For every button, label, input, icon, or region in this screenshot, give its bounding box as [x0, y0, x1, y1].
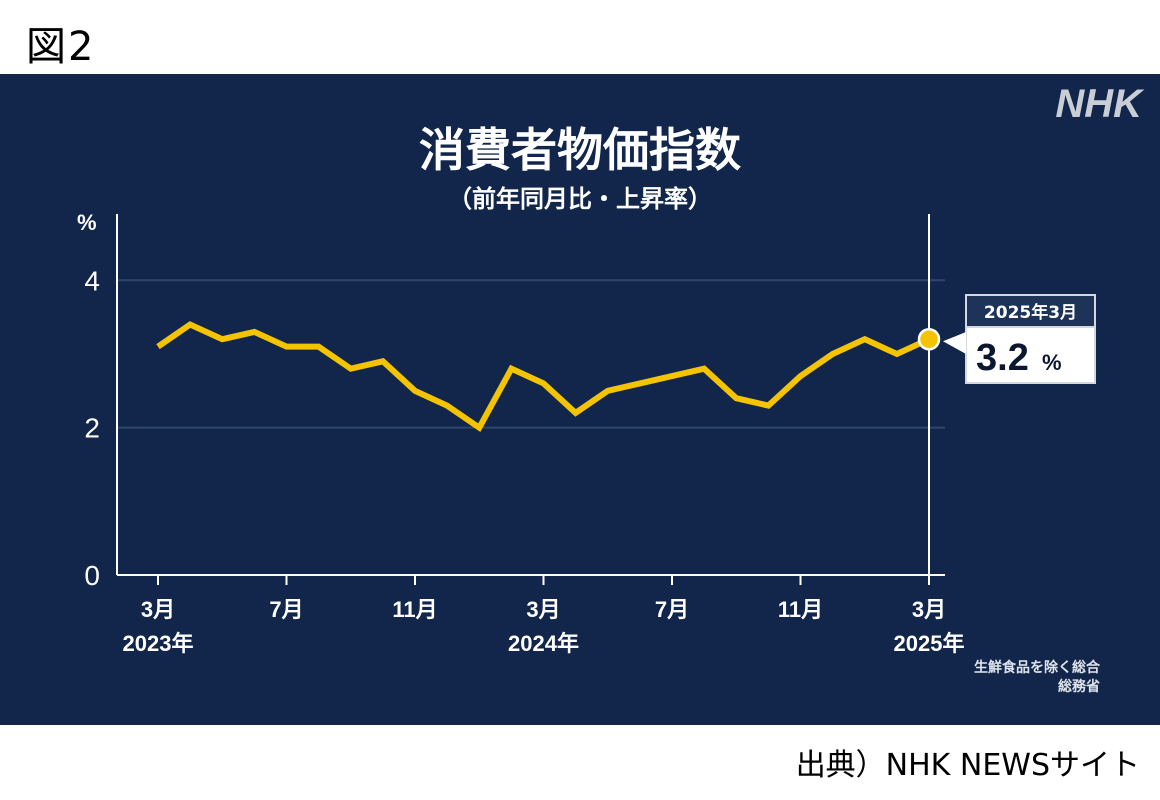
y-tick-label-2: 2 — [84, 413, 100, 444]
x-tick-month-label: 11月 — [392, 597, 437, 622]
cpi-line-chart: NHK 消費者物価指数 （前年同月比・上昇率） % 0 2 4 3月 2023年 7月 11… — [77, 82, 1145, 695]
nhk-logo: NHK — [1055, 82, 1145, 126]
figure-label: 図2 — [26, 24, 96, 70]
latest-point-marker — [917, 327, 941, 351]
x-tick-year-label: 2024年 — [508, 631, 579, 656]
callout-date-box — [965, 294, 1096, 328]
axis-layer: 0 2 4 3月 2023年 7月 11月 3月 2024年 7月 11月 3月 2025年 — [84, 214, 964, 656]
y-axis-unit: % — [77, 210, 97, 235]
y-tick-label-4: 4 — [84, 265, 100, 296]
callout-layer: 2025年3月 3.2% — [943, 294, 1096, 384]
x-tick-month-label: 3月 — [526, 597, 560, 622]
x-tick-year-label: 2023年 — [123, 631, 194, 656]
x-tick-month-label: 11月 — [778, 597, 823, 622]
x-tick-month-label: 3月 — [141, 597, 175, 622]
note-series-definition: 生鮮食品を除く総合 — [974, 659, 1101, 676]
grid-layer — [117, 279, 945, 429]
x-tick-month-label: 7月 — [655, 597, 689, 622]
x-tick-year-label: 2025年 — [894, 631, 965, 656]
y-tick-label-0: 0 — [84, 560, 100, 591]
source-credit: 出典）NHK NEWSサイト — [795, 748, 1140, 783]
x-tick-month-label: 3月 — [912, 597, 946, 622]
callout-value: 3.2 — [976, 337, 1029, 379]
cpi-series-line — [156, 321, 931, 433]
x-tick-month-label: 7月 — [269, 597, 303, 622]
chart-title: 消費者物価指数 — [419, 123, 741, 177]
callout-unit: % — [1042, 350, 1062, 375]
note-source-ministry: 総務省 — [1058, 678, 1100, 695]
chart-subtitle: （前年同月比・上昇率） — [448, 185, 712, 213]
callout-pointer — [943, 332, 966, 354]
callout-value-box — [965, 326, 1096, 384]
series-layer — [156, 321, 941, 433]
chart-panel: NHK 消費者物価指数 （前年同月比・上昇率） % 0 2 4 3月 2023年 7月 11… — [0, 74, 1160, 725]
callout-date: 2025年3月 — [984, 302, 1077, 323]
